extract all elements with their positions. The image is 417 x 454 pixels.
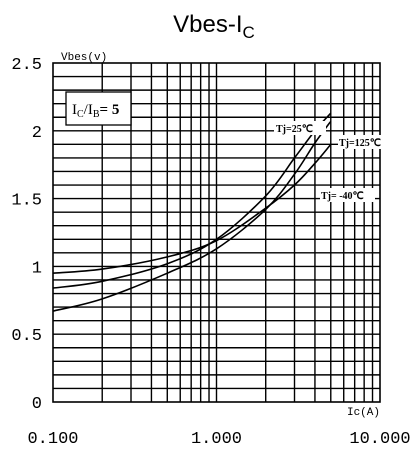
y-tick-labels: 0 0.5 1 1.5 2 2.5: [11, 56, 42, 414]
ratio-label: IC/IB= 5: [72, 102, 119, 120]
y-tick-label: 1: [32, 259, 42, 278]
plot-frame: [52, 62, 381, 403]
series-label-box-25: [274, 121, 326, 135]
y-tick-label: 1.5: [11, 192, 42, 211]
series-line-2: [52, 143, 332, 274]
ratio-box: [65, 91, 132, 126]
y-tick-label: 0.5: [11, 327, 42, 346]
y-tick-label: 0: [32, 395, 42, 414]
x-axis-label: Ic(A): [347, 407, 380, 419]
y-axis-label: Vbes(v): [61, 52, 107, 64]
ratio-annotation: IC/IB= 5: [65, 91, 132, 126]
grid-lines: [53, 63, 380, 402]
x-tick-label: 0.100: [27, 430, 78, 449]
series-line-1: [52, 120, 332, 312]
x-tick-label: 10.000: [349, 430, 410, 449]
x-tick-label: 1.000: [191, 430, 242, 449]
series-label-125: Tj=125℃: [339, 138, 381, 149]
y-tick-label: 2.5: [11, 56, 42, 75]
series-label-25: Tj=25℃: [276, 124, 313, 135]
series-labels: Tj=25℃ Tj=125℃ Tj= -40℃: [274, 121, 386, 202]
series-label-box-125: [338, 135, 386, 149]
x-tick-labels: 0.100 1.000 10.000: [27, 430, 410, 449]
chart-title: Vbes-IC: [173, 11, 255, 42]
series-label-box-m40: [320, 188, 375, 202]
series-label-m40: Tj= -40℃: [321, 191, 364, 202]
y-tick-label: 2: [32, 124, 42, 143]
